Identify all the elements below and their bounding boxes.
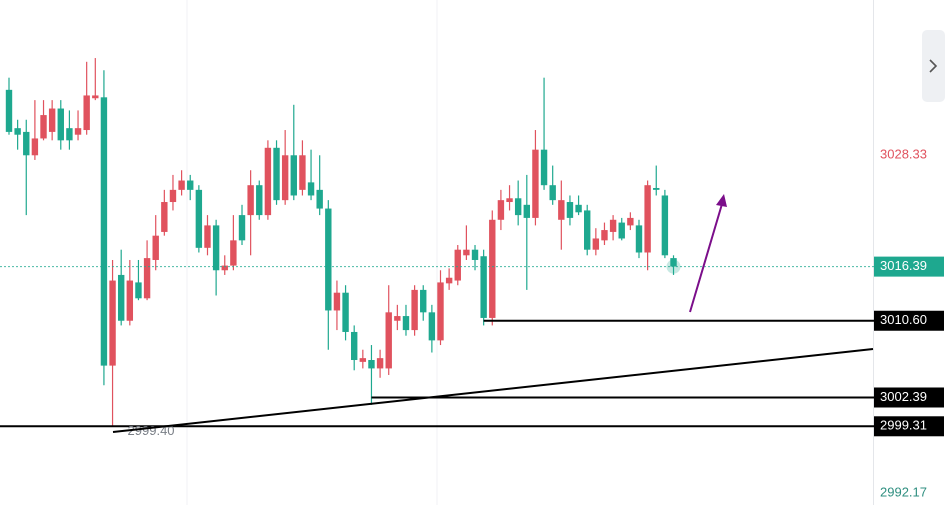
candle-body [497, 200, 505, 220]
current-price-label: 3016.39 [880, 258, 927, 273]
candle-body [281, 155, 289, 201]
candle-body [670, 258, 677, 267]
candle-body [601, 230, 608, 241]
candle-body [471, 249, 479, 260]
candle-body [273, 147, 280, 201]
candle-body [187, 180, 194, 190]
level-box [874, 387, 944, 408]
candle-body [445, 277, 453, 284]
last-price-glow [666, 259, 681, 274]
candle-body [290, 155, 297, 196]
candle-body [66, 128, 73, 141]
candle-body [368, 360, 375, 369]
candle-body [359, 358, 367, 362]
candle-body [592, 238, 600, 250]
candle-body [635, 225, 643, 253]
candle-body [549, 185, 556, 201]
candle-body [117, 274, 125, 321]
candle-body [618, 222, 625, 239]
candle-body [178, 180, 185, 190]
candle-body [31, 138, 39, 156]
candle-body [143, 258, 151, 299]
candle-body [135, 282, 142, 299]
candle-body [463, 249, 470, 256]
chevron-icon[interactable] [929, 59, 938, 73]
candle-body [212, 225, 220, 271]
candle-body [566, 202, 574, 218]
level-box [874, 416, 944, 437]
candle-body [204, 225, 211, 248]
level-label: 3010.60 [880, 312, 927, 327]
level-label: 3002.39 [880, 389, 927, 404]
candle-body [514, 198, 522, 216]
candle-body [351, 331, 358, 361]
candle-body [83, 95, 90, 131]
y-tick-label: 3028.33 [880, 146, 927, 161]
candle-body [325, 208, 332, 311]
candle-body [342, 292, 349, 332]
candle-body [48, 108, 56, 132]
side-panel-tab[interactable] [922, 30, 945, 102]
candle-body [169, 189, 177, 203]
candle-body [161, 202, 168, 232]
candle-body [238, 215, 246, 241]
candle-body [644, 185, 651, 253]
candle-body [256, 185, 263, 216]
candle-body [100, 97, 108, 366]
candle-body [74, 128, 82, 135]
candle-body [40, 115, 47, 139]
candle-body [420, 289, 427, 313]
candle-body [489, 219, 496, 318]
arrow-shaft [689, 203, 723, 313]
candle-body [506, 198, 513, 203]
candle-body [23, 131, 30, 156]
candle-body [230, 240, 237, 266]
candle-body [575, 204, 582, 213]
candle-body [609, 219, 617, 232]
level-label: 2999.31 [880, 418, 927, 433]
plot-area: 2999.40 [0, 58, 874, 438]
candle-body [307, 182, 315, 196]
candle-body [558, 200, 565, 220]
candle-body [247, 185, 254, 216]
candle-body [627, 217, 634, 226]
candle-body [402, 316, 410, 331]
candle-body [299, 155, 306, 190]
candle-body [411, 289, 418, 331]
candle-body [333, 292, 341, 311]
candle-body [264, 147, 272, 216]
candle-body [195, 189, 203, 248]
trend-line [112, 348, 874, 433]
candle-body [584, 210, 591, 250]
candle-body [385, 312, 392, 369]
candle-body [540, 149, 548, 186]
price-axis: 3028.33 2992.17 3016.39 3010.60 3002.39 2999.… [874, 146, 944, 499]
candle-body [480, 256, 487, 318]
candle-body [523, 204, 530, 218]
candle-body [221, 265, 228, 271]
candle-body [152, 235, 159, 260]
candle-body [437, 282, 444, 341]
candle-body [428, 312, 436, 341]
candle-body [316, 189, 323, 209]
candle-body [394, 316, 401, 321]
candle-body [126, 280, 134, 321]
candle-body [92, 95, 99, 99]
candle-body [376, 358, 384, 369]
candle-body [454, 249, 461, 281]
candle-body [661, 195, 669, 256]
current-price-box [874, 256, 944, 277]
candle-body [109, 280, 116, 366]
arrow-head [716, 194, 727, 207]
candle-body [5, 89, 13, 132]
candle-body [532, 149, 539, 218]
candle-body [14, 128, 21, 135]
y-tick-label: 2992.17 [880, 484, 927, 499]
candle-body [57, 108, 64, 141]
candle-body [653, 187, 660, 190]
level-box [874, 310, 944, 331]
